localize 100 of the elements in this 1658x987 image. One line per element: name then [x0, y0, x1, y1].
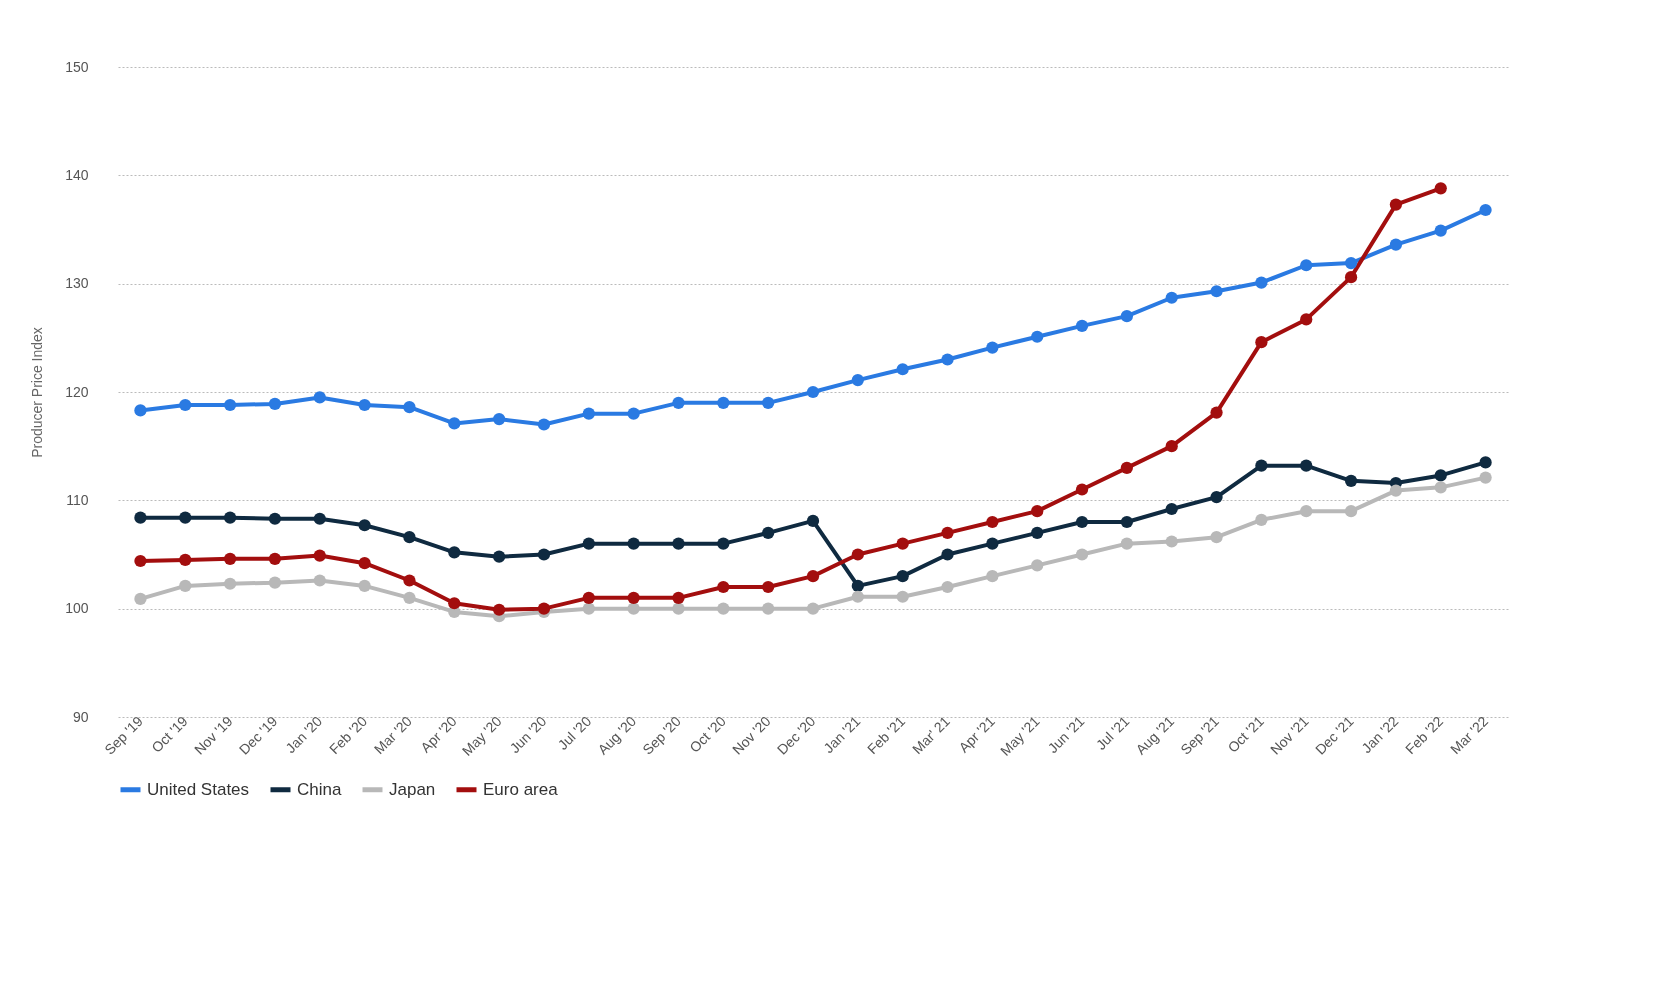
- point: [537, 602, 551, 615]
- x-tick-label: Oct '20: [686, 712, 729, 756]
- point: [1075, 319, 1089, 333]
- point: [762, 602, 775, 615]
- point: [493, 412, 506, 426]
- x-tick-label: Feb '21: [864, 712, 909, 758]
- point: [986, 537, 999, 550]
- y-tick-label: 130: [65, 275, 89, 292]
- y-axis-title: Producer Price Index: [29, 327, 46, 458]
- x-tick-label: Feb '22: [1402, 712, 1447, 758]
- point: [1300, 459, 1313, 472]
- point: [627, 537, 640, 550]
- x-tick-label: Oct '21: [1224, 712, 1267, 756]
- point: [403, 574, 416, 587]
- point: [717, 580, 730, 594]
- point: [1165, 291, 1178, 304]
- point: [403, 591, 416, 604]
- point: [806, 602, 820, 615]
- point: [134, 554, 147, 568]
- point: [1300, 505, 1313, 518]
- point: [1031, 526, 1044, 539]
- point: [941, 353, 954, 366]
- x-tick-label: Nov '21: [1267, 712, 1312, 758]
- point: [223, 577, 237, 590]
- point: [1389, 198, 1403, 211]
- point: [851, 590, 864, 603]
- x-tick-label: Jun '20: [506, 712, 550, 757]
- x-tick-label: Aug '20: [594, 712, 640, 758]
- point: [223, 511, 237, 524]
- point: [1031, 559, 1044, 572]
- y-tick-label: 150: [65, 58, 89, 75]
- point: [1255, 276, 1268, 289]
- x-tick-label: Dec '21: [1311, 712, 1357, 758]
- point: [941, 526, 954, 539]
- point: [1434, 224, 1447, 237]
- x-tick-label: Dec '19: [235, 712, 281, 758]
- legend-label: Japan: [389, 779, 436, 799]
- point: [717, 396, 730, 409]
- point: [896, 363, 909, 376]
- point: [1344, 505, 1358, 518]
- x-tick-label: May '21: [996, 712, 1043, 759]
- point: [448, 417, 461, 430]
- point: [448, 546, 461, 559]
- point: [1479, 456, 1492, 469]
- point: [1075, 515, 1089, 529]
- point: [941, 548, 954, 561]
- point: [672, 602, 685, 615]
- point: [851, 373, 864, 387]
- point: [1300, 259, 1313, 272]
- point: [1344, 271, 1358, 284]
- point: [1434, 481, 1447, 494]
- point: [627, 602, 640, 615]
- point: [134, 511, 147, 524]
- point: [1389, 484, 1403, 497]
- point: [1255, 513, 1268, 526]
- point: [762, 580, 775, 594]
- legend-label: Euro area: [483, 779, 559, 799]
- point: [672, 537, 685, 550]
- x-tick-label: Mar '22: [1447, 712, 1492, 758]
- x-tick-label: Oct '19: [148, 712, 191, 756]
- point: [179, 511, 192, 524]
- point: [851, 548, 864, 561]
- y-tick-label: 120: [65, 383, 89, 400]
- legend-label: United States: [147, 779, 250, 799]
- x-tick-label: Jul '20: [554, 712, 595, 753]
- point: [1210, 531, 1223, 544]
- point: [986, 515, 999, 529]
- point: [358, 579, 371, 593]
- y-tick-label: 90: [72, 708, 89, 725]
- point: [223, 398, 237, 412]
- x-tick-label: Feb '20: [326, 712, 371, 758]
- point: [268, 552, 282, 565]
- point: [717, 537, 730, 550]
- point: [1120, 515, 1133, 529]
- point: [582, 537, 595, 550]
- point: [537, 418, 551, 431]
- point: [1255, 459, 1268, 472]
- point: [806, 514, 820, 528]
- point: [313, 512, 326, 525]
- point: [627, 407, 640, 420]
- x-tick-label: Nov '19: [190, 712, 236, 758]
- point: [762, 526, 775, 539]
- point: [179, 398, 192, 412]
- point: [1389, 238, 1403, 251]
- point: [134, 592, 147, 606]
- x-tick-label: Jan '21: [820, 712, 864, 757]
- x-tick-label: Jun '21: [1044, 712, 1088, 757]
- x-tick-label: Jul '21: [1092, 712, 1133, 753]
- point: [1120, 310, 1133, 323]
- point: [896, 570, 909, 583]
- point: [268, 576, 282, 589]
- point: [986, 341, 999, 354]
- point: [1479, 203, 1492, 217]
- point: [1300, 313, 1313, 326]
- point: [537, 548, 551, 561]
- point: [313, 391, 326, 404]
- point: [223, 552, 237, 565]
- point: [493, 550, 506, 563]
- point: [986, 570, 999, 583]
- point: [403, 531, 416, 544]
